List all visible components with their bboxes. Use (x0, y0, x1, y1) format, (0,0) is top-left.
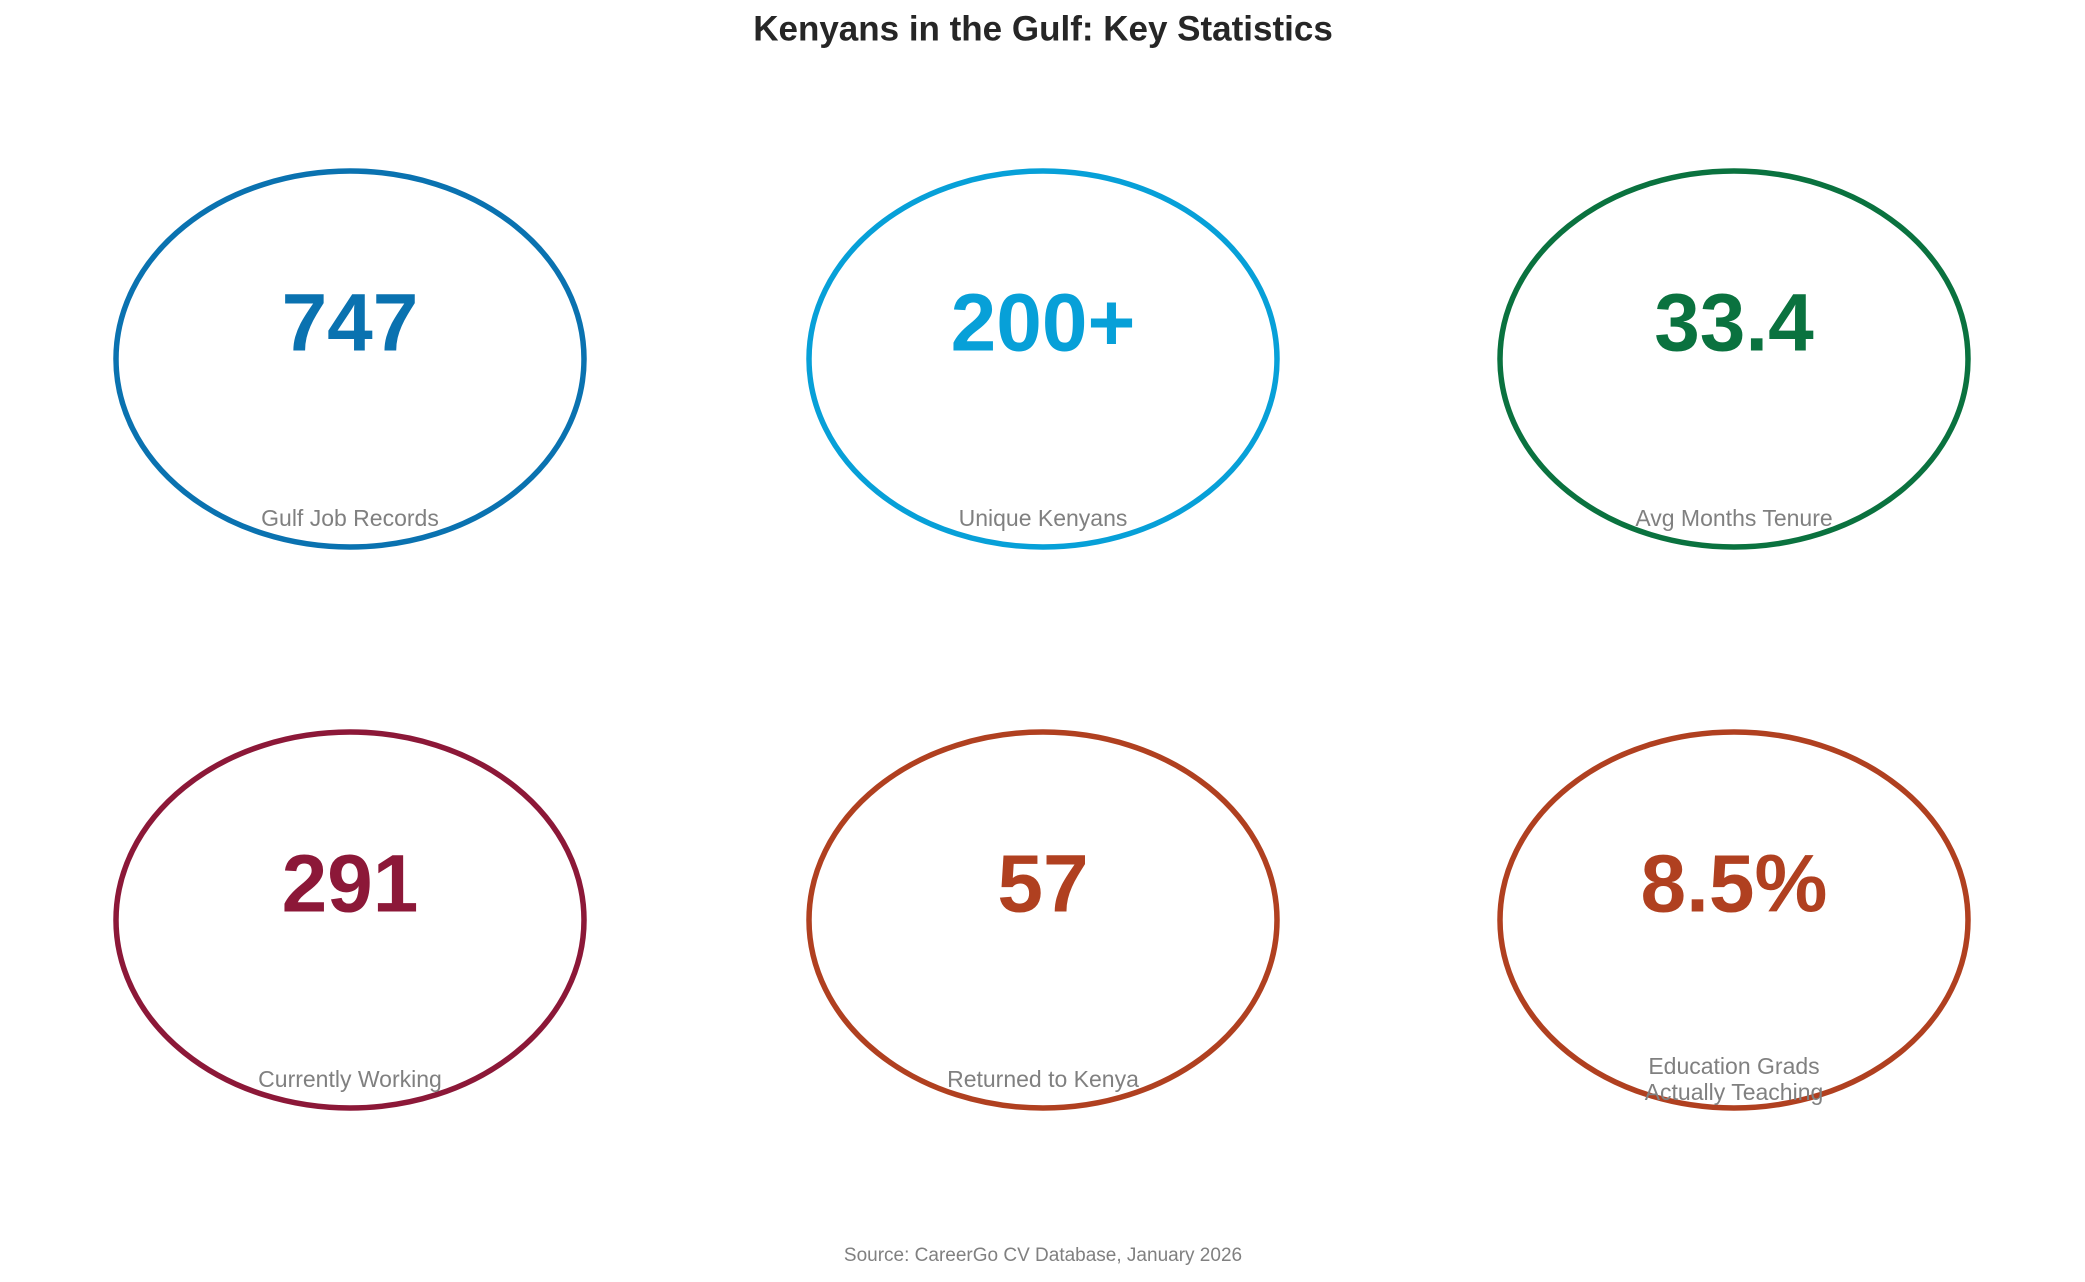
stat-ring (113, 729, 587, 1111)
stat-ring (113, 168, 587, 550)
stat-label: Avg Months Tenure (1635, 505, 1832, 531)
title: Kenyans in the Gulf: Key Statistics (753, 9, 1333, 48)
stat-value: 33.4 (1654, 278, 1814, 369)
stat-ring (806, 729, 1280, 1111)
stat-value: 291 (282, 839, 419, 930)
stat-value: 200+ (951, 278, 1136, 369)
stat-value: 747 (282, 278, 419, 369)
stat-label: Unique Kenyans (959, 505, 1128, 531)
stat-ring (1497, 729, 1971, 1111)
stat-label: Education Grads (1648, 1053, 1819, 1079)
stat-label: Returned to Kenya (947, 1066, 1139, 1092)
source: Source: CareerGo CV Database, January 20… (844, 1245, 1242, 1266)
stat-ring (806, 168, 1280, 550)
stat-ring (1497, 168, 1971, 550)
stat-label: Actually Teaching (1645, 1079, 1824, 1105)
stat-value: 8.5% (1641, 839, 1828, 930)
stat-value: 57 (997, 839, 1088, 930)
stat-label: Gulf Job Records (261, 505, 439, 531)
stat-label: Currently Working (258, 1066, 442, 1092)
